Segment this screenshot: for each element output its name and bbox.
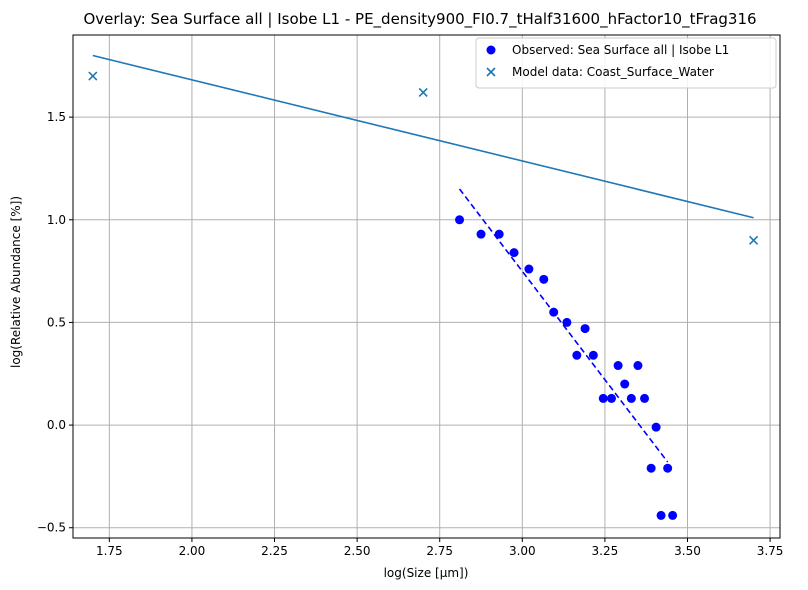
legend-marker-observed — [486, 45, 496, 55]
observed-fit-line — [458, 188, 669, 463]
observed-point — [646, 463, 656, 473]
x-axis-label: log(Size [μm]) — [384, 566, 469, 580]
y-tick-label: 0.0 — [47, 418, 66, 432]
observed-point — [572, 350, 582, 360]
x-tick-label: 1.75 — [96, 544, 123, 558]
x-tick-label: 2.75 — [426, 544, 453, 558]
model-fit-line — [92, 54, 754, 219]
observed-point — [598, 393, 608, 403]
observed-point — [539, 274, 549, 284]
observed-point — [626, 393, 636, 403]
observed-point — [476, 229, 486, 239]
x-tick-label: 2.00 — [179, 544, 206, 558]
y-tick-label: 0.5 — [47, 315, 66, 329]
observed-point — [668, 510, 678, 520]
y-tick-label: −0.5 — [37, 521, 66, 535]
observed-point — [633, 361, 643, 371]
observed-point — [494, 229, 504, 239]
plot-frame — [72, 34, 781, 539]
x-tick-label: 3.50 — [674, 544, 701, 558]
observed-point — [549, 307, 559, 317]
y-axis-ticks: −0.5 0.0 0.5 1.0 1.5 — [37, 110, 73, 535]
x-tick-label: 2.25 — [261, 544, 288, 558]
observed-point — [509, 248, 519, 258]
x-tick-label: 2.50 — [344, 544, 371, 558]
legend-label-model: Model data: Coast_Surface_Water — [512, 65, 714, 79]
legend: Observed: Sea Surface all | Isobe L1 Mod… — [475, 37, 777, 89]
x-tick-label: 3.00 — [509, 544, 536, 558]
observed-point — [663, 463, 673, 473]
observed-point — [562, 317, 572, 327]
observed-point — [651, 422, 661, 432]
y-axis-label: log(Relative Abundance [%]) — [9, 196, 23, 368]
x-tick-label: 3.25 — [592, 544, 619, 558]
legend-marker-model — [486, 67, 496, 77]
observed-point — [580, 324, 590, 334]
x-axis-ticks: 1.75 2.00 2.25 2.50 2.75 3.00 3.25 3.50 3.75 — [96, 538, 783, 558]
observed-point — [524, 264, 534, 274]
observed-point — [620, 379, 630, 389]
model-point — [418, 87, 428, 98]
observed-point — [656, 510, 666, 520]
observed-point — [613, 361, 623, 371]
y-tick-label: 1.5 — [47, 110, 66, 124]
observed-point — [640, 393, 650, 403]
x-tick-label: 3.75 — [757, 544, 784, 558]
data-points — [88, 71, 759, 520]
observed-point — [455, 215, 465, 225]
y-tick-label: 1.0 — [47, 213, 66, 227]
legend-label-observed: Observed: Sea Surface all | Isobe L1 — [512, 43, 729, 57]
observed-point — [588, 350, 598, 360]
legend-box — [475, 37, 777, 89]
model-point — [88, 71, 98, 81]
observed-point — [607, 393, 617, 403]
grid — [73, 35, 780, 538]
fit-lines — [92, 54, 754, 463]
model-point — [749, 235, 759, 245]
chart-title: Overlay: Sea Surface all | Isobe L1 - PE… — [83, 10, 756, 29]
